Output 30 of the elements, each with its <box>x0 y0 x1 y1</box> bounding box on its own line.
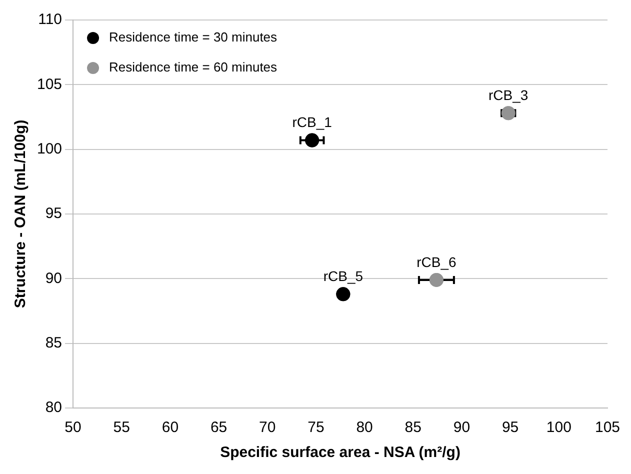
x-tick-label: 105 <box>594 419 620 436</box>
point <box>305 133 320 148</box>
x-tick-label: 85 <box>404 419 422 436</box>
x-tick-label: 95 <box>502 419 519 436</box>
y-axis-title: Structure - OAN (mL/100g) <box>12 120 30 308</box>
annotation: rCB_3 <box>488 86 528 103</box>
annotation: rCB_1 <box>292 114 332 130</box>
y-tick-label: 100 <box>36 140 62 158</box>
x-tick-label: 80 <box>356 419 373 436</box>
x-axis-title: Specific surface area - NSA (m²/g) <box>220 444 460 462</box>
y-tick-label: 110 <box>38 11 62 28</box>
legend-label: Residence time = 30 minutes <box>109 30 278 45</box>
x-tick-label: 90 <box>453 419 470 436</box>
legend-label: Residence time = 60 minutes <box>109 60 278 75</box>
x-tick-label: 60 <box>162 419 179 436</box>
x-tick-label: 70 <box>259 419 276 436</box>
x-tick-label: 50 <box>64 419 82 436</box>
annotation: rCB_5 <box>323 268 364 284</box>
y-tick-label: 85 <box>45 334 62 352</box>
x-tick-label: 75 <box>308 419 324 436</box>
y-tick-label: 105 <box>36 76 62 93</box>
point <box>429 272 444 287</box>
x-tick-label: 100 <box>546 419 572 436</box>
x-tick-label: 55 <box>113 419 130 436</box>
point <box>336 287 350 302</box>
annotation: rCB_6 <box>416 254 457 270</box>
x-tick-label: 65 <box>210 419 228 436</box>
y-tick-label: 80 <box>45 399 62 416</box>
y-tick-label: 90 <box>45 270 62 287</box>
y-tick-label: 95 <box>45 205 62 222</box>
